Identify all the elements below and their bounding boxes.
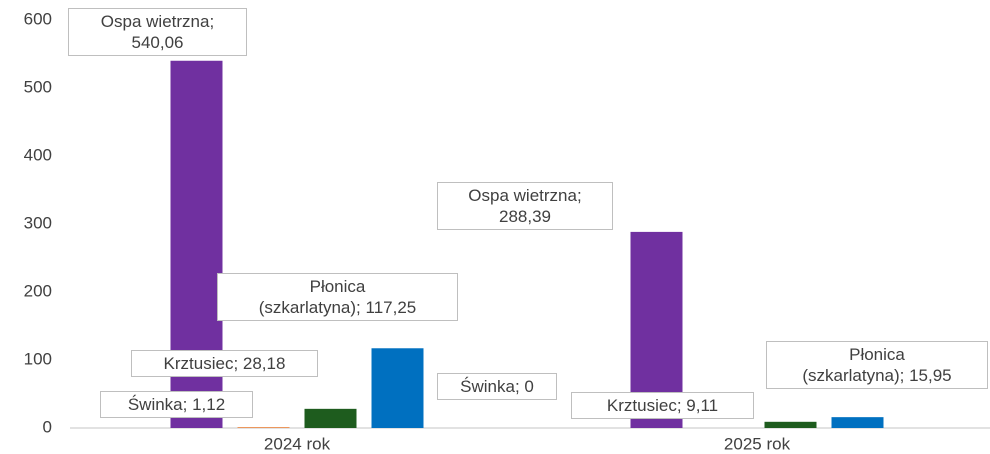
bar xyxy=(237,427,290,428)
data-label: Płonica (szkarlatyna); 15,95 xyxy=(766,341,988,389)
y-tick-label: 400 xyxy=(24,145,52,164)
x-tick-label: 2025 rok xyxy=(724,434,791,453)
bar xyxy=(304,408,357,428)
data-label: Świnka; 0 xyxy=(437,373,557,400)
data-label: Krztusiec; 28,18 xyxy=(131,350,318,377)
y-tick-label: 500 xyxy=(24,77,52,96)
x-tick-label: 2024 rok xyxy=(264,434,331,453)
data-label: Ospa wietrzna; 288,39 xyxy=(437,182,613,230)
data-label: Krztusiec; 9,11 xyxy=(571,392,754,419)
data-label: Świnka; 1,12 xyxy=(100,391,253,418)
y-tick-label: 100 xyxy=(24,349,52,368)
data-label: Płonica (szkarlatyna); 117,25 xyxy=(217,273,458,321)
y-tick-label: 200 xyxy=(24,281,52,300)
y-tick-label: 600 xyxy=(24,9,52,28)
bar xyxy=(371,348,424,428)
y-tick-label: 300 xyxy=(24,213,52,232)
bar xyxy=(831,417,884,428)
y-tick-label: 0 xyxy=(43,417,52,436)
data-label: Ospa wietrzna; 540,06 xyxy=(68,8,247,56)
bar xyxy=(764,421,817,428)
